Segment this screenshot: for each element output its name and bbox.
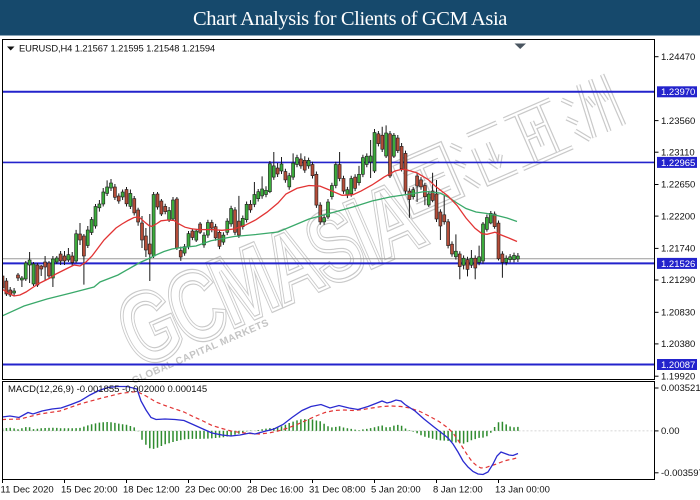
svg-text:23 Dec 00:00: 23 Dec 00:00 xyxy=(185,485,242,496)
svg-text:1.24470: 1.24470 xyxy=(661,52,695,63)
svg-text:1.22200: 1.22200 xyxy=(661,211,695,222)
svg-text:0.003521: 0.003521 xyxy=(661,383,700,394)
svg-text:5 Jan 20:00: 5 Jan 20:00 xyxy=(371,485,421,496)
svg-text:1.23560: 1.23560 xyxy=(661,116,695,127)
svg-text:1.22965: 1.22965 xyxy=(661,158,695,169)
svg-text:18 Dec 12:00: 18 Dec 12:00 xyxy=(123,485,180,496)
svg-text:1.21526: 1.21526 xyxy=(661,259,695,270)
svg-text:1.21740: 1.21740 xyxy=(661,244,695,255)
svg-text:1.21290: 1.21290 xyxy=(661,275,695,286)
svg-text:1.20380: 1.20380 xyxy=(661,339,695,350)
svg-text:1.23110: 1.23110 xyxy=(661,147,695,158)
svg-text:15 Dec 20:00: 15 Dec 20:00 xyxy=(61,485,118,496)
svg-text:1.23970: 1.23970 xyxy=(661,87,695,98)
svg-text:11 Dec 2020: 11 Dec 2020 xyxy=(1,485,54,496)
svg-text:13 Jan 00:00: 13 Jan 00:00 xyxy=(495,485,550,496)
svg-text:28 Dec 16:00: 28 Dec 16:00 xyxy=(247,485,304,496)
svg-text:8 Jan 12:00: 8 Jan 12:00 xyxy=(433,485,483,496)
svg-text:Chart Analysis for Clients of: Chart Analysis for Clients of GCM Asia xyxy=(193,8,507,30)
svg-text:31 Dec 08:00: 31 Dec 08:00 xyxy=(309,485,366,496)
svg-text:1.22650: 1.22650 xyxy=(661,180,695,191)
svg-text:1.20830: 1.20830 xyxy=(661,308,695,319)
svg-text:0.00: 0.00 xyxy=(661,426,680,437)
svg-text:-0.003597: -0.003597 xyxy=(661,468,700,479)
svg-text:1.20087: 1.20087 xyxy=(661,360,695,371)
svg-text:1.19920: 1.19920 xyxy=(661,371,695,382)
svg-text:EURUSD,H4 1.21567 1.21595 1.2: EURUSD,H4 1.21567 1.21595 1.21548 1.2159… xyxy=(19,43,215,54)
svg-text:MACD(12,26,9) -0.001855 -0.002: MACD(12,26,9) -0.001855 -0.002000 0.0001… xyxy=(8,384,207,395)
